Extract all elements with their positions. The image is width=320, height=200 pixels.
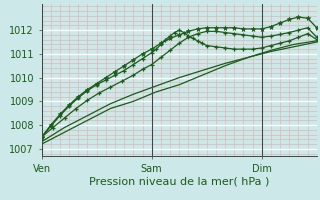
X-axis label: Pression niveau de la mer( hPa ): Pression niveau de la mer( hPa ) (89, 176, 269, 186)
